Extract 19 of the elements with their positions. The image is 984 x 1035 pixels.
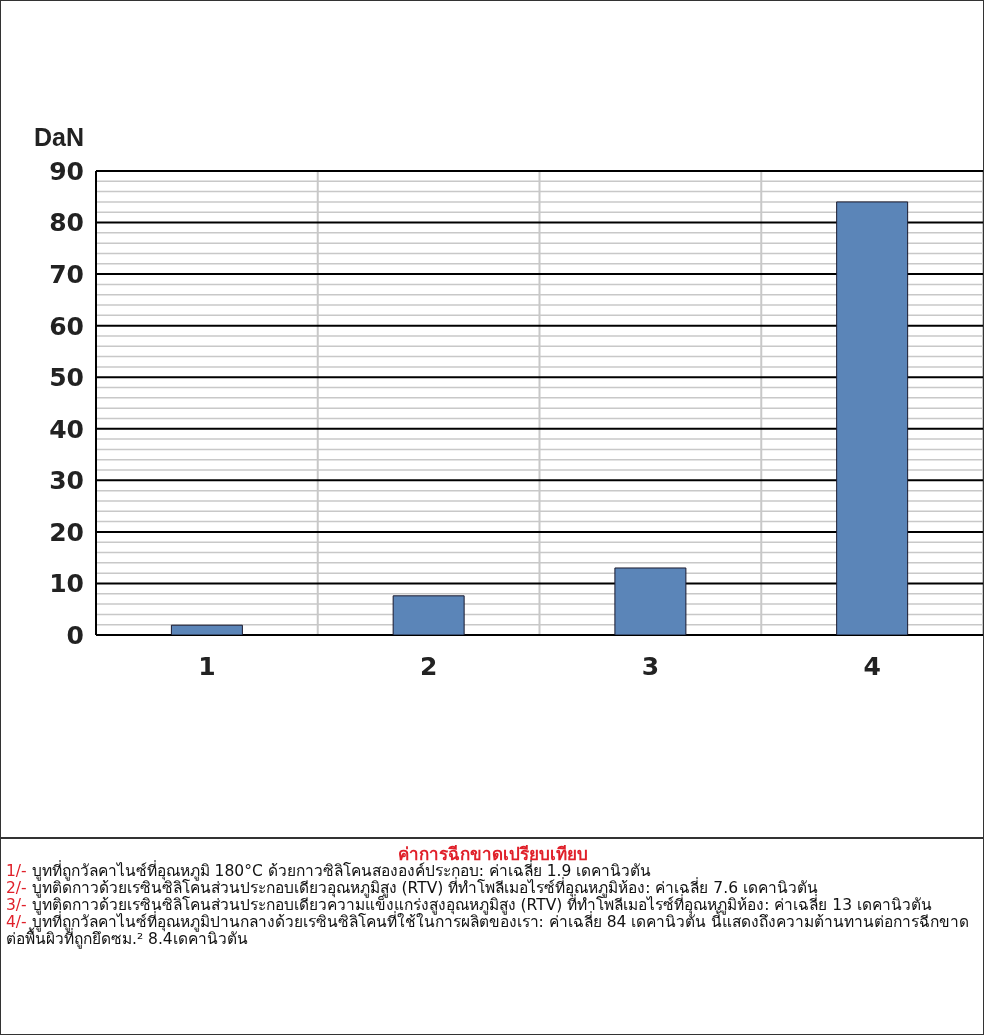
y-tick-label: 40	[49, 414, 84, 444]
y-tick-label: 20	[49, 517, 84, 547]
x-tick-label: 4	[863, 651, 881, 681]
x-tick-label: 1	[198, 651, 216, 681]
y-axis-title: DaN	[34, 123, 85, 152]
bar	[170, 624, 243, 635]
y-tick-label: 80	[49, 208, 84, 238]
y-tick-label: 90	[49, 156, 84, 186]
x-tick-label: 3	[641, 651, 660, 681]
y-tick-label: 10	[49, 569, 84, 599]
x-tick-label: 2	[419, 651, 438, 681]
y-tick-label: 70	[49, 259, 84, 289]
y-tick-label: 50	[49, 363, 84, 393]
y-tick-label: 60	[49, 311, 84, 341]
y-tick-label: 30	[49, 466, 84, 496]
y-tick-label: 0	[66, 620, 84, 650]
bar	[392, 595, 465, 635]
bar	[614, 567, 687, 635]
bar	[836, 201, 909, 635]
